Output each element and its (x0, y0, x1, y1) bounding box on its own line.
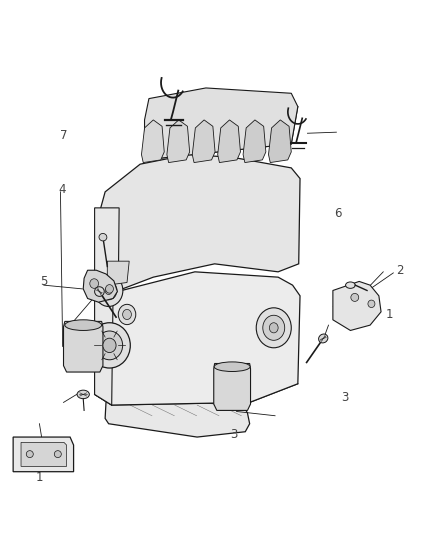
Text: 6: 6 (334, 207, 341, 220)
Ellipse shape (65, 320, 102, 330)
Ellipse shape (77, 390, 89, 399)
Ellipse shape (90, 279, 99, 288)
Text: 5: 5 (40, 275, 47, 288)
Ellipse shape (351, 294, 359, 302)
Polygon shape (105, 394, 250, 437)
Polygon shape (21, 442, 67, 466)
Polygon shape (97, 155, 300, 298)
Polygon shape (214, 364, 251, 410)
Text: 4: 4 (58, 183, 66, 196)
Text: 3: 3 (230, 428, 237, 441)
Ellipse shape (88, 323, 131, 368)
Ellipse shape (256, 308, 291, 348)
Polygon shape (167, 120, 190, 163)
Ellipse shape (100, 281, 117, 300)
Text: 6: 6 (62, 334, 69, 346)
Polygon shape (192, 120, 215, 163)
Ellipse shape (105, 287, 112, 295)
Ellipse shape (214, 362, 250, 372)
Ellipse shape (26, 450, 33, 457)
Text: 3: 3 (342, 391, 349, 403)
Text: 7: 7 (60, 130, 68, 142)
Ellipse shape (99, 233, 107, 241)
Polygon shape (218, 120, 240, 163)
Text: 1: 1 (35, 471, 43, 483)
Polygon shape (268, 120, 291, 163)
Ellipse shape (103, 338, 116, 353)
Ellipse shape (123, 309, 131, 319)
Text: 4: 4 (280, 139, 288, 151)
Ellipse shape (346, 282, 355, 288)
Polygon shape (64, 321, 103, 372)
Ellipse shape (368, 300, 375, 308)
Polygon shape (107, 261, 129, 285)
Ellipse shape (118, 304, 136, 325)
Ellipse shape (95, 287, 104, 296)
Polygon shape (333, 281, 381, 330)
Ellipse shape (54, 450, 61, 457)
Ellipse shape (96, 331, 123, 360)
Polygon shape (243, 120, 266, 163)
Polygon shape (141, 120, 164, 163)
Ellipse shape (94, 274, 123, 306)
Ellipse shape (318, 334, 328, 343)
Polygon shape (83, 270, 117, 302)
Polygon shape (95, 208, 119, 405)
Polygon shape (13, 437, 74, 472)
Polygon shape (145, 88, 298, 160)
Text: 1: 1 (385, 308, 393, 321)
Ellipse shape (263, 316, 285, 341)
Ellipse shape (106, 285, 113, 293)
Polygon shape (95, 272, 300, 405)
Text: 2: 2 (396, 264, 404, 277)
Ellipse shape (269, 323, 278, 333)
